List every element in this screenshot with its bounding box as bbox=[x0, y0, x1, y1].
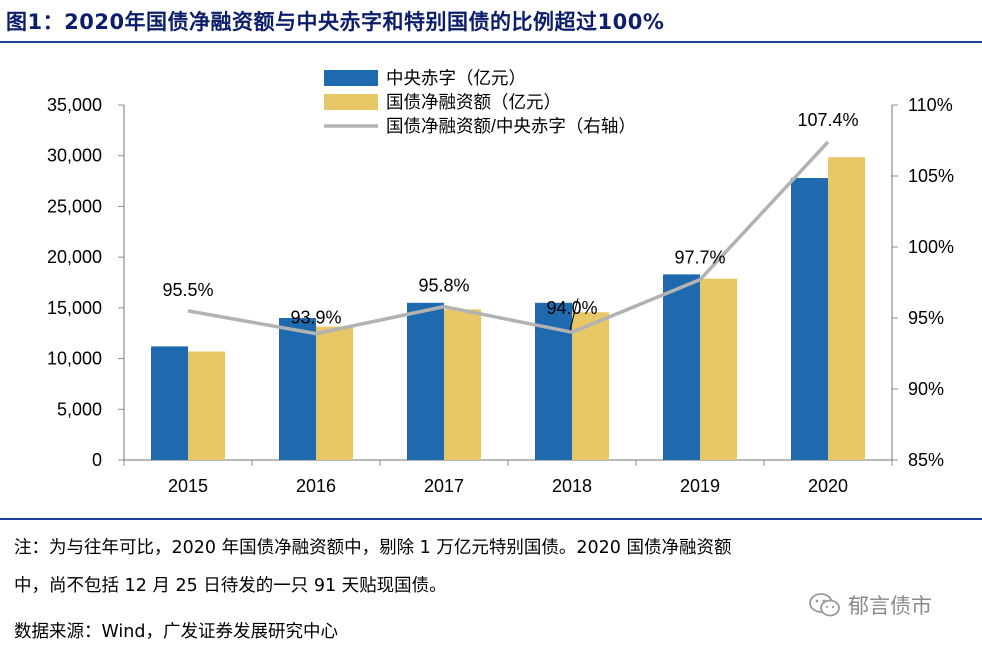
y-left-tick-label: 15,000 bbox=[47, 298, 102, 318]
ratio-data-label: 94.0% bbox=[546, 298, 597, 318]
bar-deficit bbox=[151, 346, 188, 460]
watermark: 郁言债市 bbox=[808, 590, 932, 620]
watermark-text: 郁言债市 bbox=[848, 594, 932, 618]
legend-swatch-net-issuance bbox=[324, 94, 378, 110]
y-left-tick-label: 30,000 bbox=[47, 146, 102, 166]
y-right-tick-label: 100% bbox=[908, 237, 954, 257]
bar-net-issuance bbox=[444, 309, 481, 460]
x-tick-label: 2017 bbox=[424, 476, 464, 496]
bar-net-issuance bbox=[700, 278, 737, 460]
bar-deficit bbox=[279, 318, 316, 460]
wechat-icon bbox=[809, 593, 840, 617]
ratio-data-label: 97.7% bbox=[674, 248, 725, 268]
ratio-data-label: 107.4% bbox=[797, 110, 858, 130]
bar-deficit bbox=[663, 274, 700, 460]
label-leader-line bbox=[569, 298, 579, 331]
y-left-tick-label: 5,000 bbox=[57, 399, 102, 419]
note-line-1: 注：为与往年可比，2020 年国债净融资额中，剔除 1 万亿元特别国债。2020… bbox=[14, 538, 732, 558]
legend-label: 国债净融资额（亿元） bbox=[386, 92, 561, 112]
y-right-tick-label: 105% bbox=[908, 166, 954, 186]
x-tick-label: 2015 bbox=[168, 476, 208, 496]
bar-net-issuance bbox=[828, 157, 865, 460]
legend-label: 国债净融资额/中央赤字（右轴） bbox=[386, 116, 636, 136]
x-tick-label: 2016 bbox=[296, 476, 336, 496]
y-left-tick-label: 20,000 bbox=[47, 247, 102, 267]
bar-deficit bbox=[407, 302, 444, 460]
legend-swatch-deficit bbox=[324, 70, 378, 86]
title-divider bbox=[0, 41, 982, 43]
x-tick-label: 2018 bbox=[552, 476, 592, 496]
chart-title: 图1：2020年国债净融资额与中央赤字和特别国债的比例超过100% bbox=[6, 10, 665, 34]
bar-net-issuance bbox=[188, 351, 225, 460]
data-source: 数据来源：Wind，广发证券发展研究中心 bbox=[14, 622, 338, 642]
bar-net-issuance bbox=[572, 312, 609, 460]
ratio-data-label: 95.8% bbox=[418, 276, 469, 296]
legend-label: 中央赤字（亿元） bbox=[386, 68, 526, 88]
bar-net-issuance bbox=[316, 326, 353, 460]
ratio-line bbox=[187, 140, 830, 336]
bar-deficit bbox=[791, 178, 828, 460]
ratio-data-label: 95.5% bbox=[162, 280, 213, 300]
ratio-data-label: 93.9% bbox=[290, 308, 341, 328]
note-line-2: 中，尚不包括 12 月 25 日待发的一只 91 天贴现国债。 bbox=[14, 576, 447, 596]
y-left-tick-label: 25,000 bbox=[47, 196, 102, 216]
x-tick-label: 2020 bbox=[808, 476, 848, 496]
y-left-tick-label: 35,000 bbox=[47, 95, 102, 115]
y-right-tick-label: 85% bbox=[908, 450, 944, 470]
x-tick-label: 2019 bbox=[680, 476, 720, 496]
y-right-tick-label: 95% bbox=[908, 308, 944, 328]
y-right-tick-label: 110% bbox=[908, 95, 953, 115]
combo-chart: 0 5,000 10,000 15,000 20,000 25,000 30,000 35,0… bbox=[47, 68, 954, 496]
y-left-tick-label: 0 bbox=[92, 450, 102, 470]
notes-divider bbox=[0, 518, 982, 520]
y-left-tick-label: 10,000 bbox=[47, 349, 102, 369]
y-right-tick-label: 90% bbox=[908, 379, 944, 399]
